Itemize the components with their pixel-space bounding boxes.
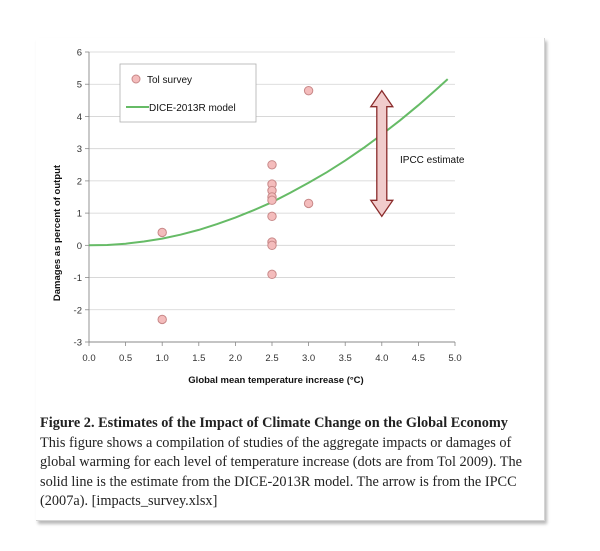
- x-tick-label: 3.5: [339, 353, 352, 364]
- legend-marker-tol: [131, 74, 141, 84]
- y-tick-label: 2: [77, 176, 82, 187]
- legend-label-tol: Tol survey: [147, 75, 192, 86]
- x-tick-label: 2.0: [229, 353, 242, 364]
- figure-caption: Figure 2. Estimates of the Impact of Cli…: [40, 414, 540, 512]
- legend-label-dice: DICE-2013R model: [149, 103, 236, 114]
- ipcc-arrow: [369, 89, 395, 218]
- caption-body: This figure shows a compilation of studi…: [40, 434, 522, 510]
- ipcc-estimate-label: IPCC estimate: [400, 155, 465, 166]
- x-tick-label: 0.5: [119, 353, 132, 364]
- tol-survey-point: [303, 198, 314, 209]
- axes: [85, 51, 456, 346]
- x-tick-label: 4.0: [375, 353, 388, 364]
- y-tick-label: -3: [74, 338, 82, 349]
- tol-survey-point: [267, 269, 277, 280]
- tol-survey-point: [157, 227, 167, 238]
- chart: -3 -2 -1 0 1 2 3 4 5 6 0.0 0.5 1.0 1.5 2.0 2.5 3.0 3.5 4.0…: [52, 48, 465, 387]
- y-tick-label: -2: [74, 305, 82, 316]
- y-tick-label: 5: [77, 80, 82, 91]
- x-tick-label: 0.0: [82, 353, 95, 364]
- x-tick-label: 4.5: [412, 353, 425, 364]
- legend: Tol survey DICE-2013R model: [119, 63, 257, 123]
- x-tick-label: 5.0: [448, 353, 461, 364]
- tol-survey-point: [267, 240, 277, 251]
- tol-survey-point: [267, 160, 277, 170]
- tol-survey-point: [157, 314, 167, 325]
- y-tick-label: 4: [77, 112, 82, 123]
- x-tick-label: 1.5: [192, 353, 205, 364]
- x-tick-label: 1.0: [156, 353, 169, 364]
- figure-card: -3 -2 -1 0 1 2 3 4 5 6 0.0 0.5 1.0 1.5 2.0 2.5 3.0 3.5 4.0…: [36, 38, 545, 521]
- caption-title: Figure 2. Estimates of the Impact of Cli…: [40, 415, 508, 431]
- x-axis-title: Global mean temperature increase (°C): [188, 375, 363, 386]
- tol-points: [157, 85, 314, 325]
- legend-box: [119, 63, 257, 123]
- y-tick-label: 1: [77, 209, 82, 220]
- tol-survey-point: [267, 211, 277, 222]
- x-tick-label: 2.5: [265, 353, 278, 364]
- tol-survey-point: [303, 85, 314, 96]
- x-tick-label: 3.0: [302, 353, 315, 364]
- y-tick-label: 3: [77, 144, 82, 155]
- y-tick-label: -1: [74, 273, 82, 284]
- y-axis-title: Damages as percent of output: [52, 164, 63, 301]
- y-tick-label: 6: [77, 48, 82, 59]
- tol-survey-point: [267, 195, 277, 205]
- ipcc-annotation: [369, 89, 395, 218]
- tick-labels: -3 -2 -1 0 1 2 3 4 5 6 0.0 0.5 1.0 1.5 2.0 2.5 3.0 3.5 4.0…: [74, 48, 462, 365]
- y-tick-label: 0: [77, 241, 82, 252]
